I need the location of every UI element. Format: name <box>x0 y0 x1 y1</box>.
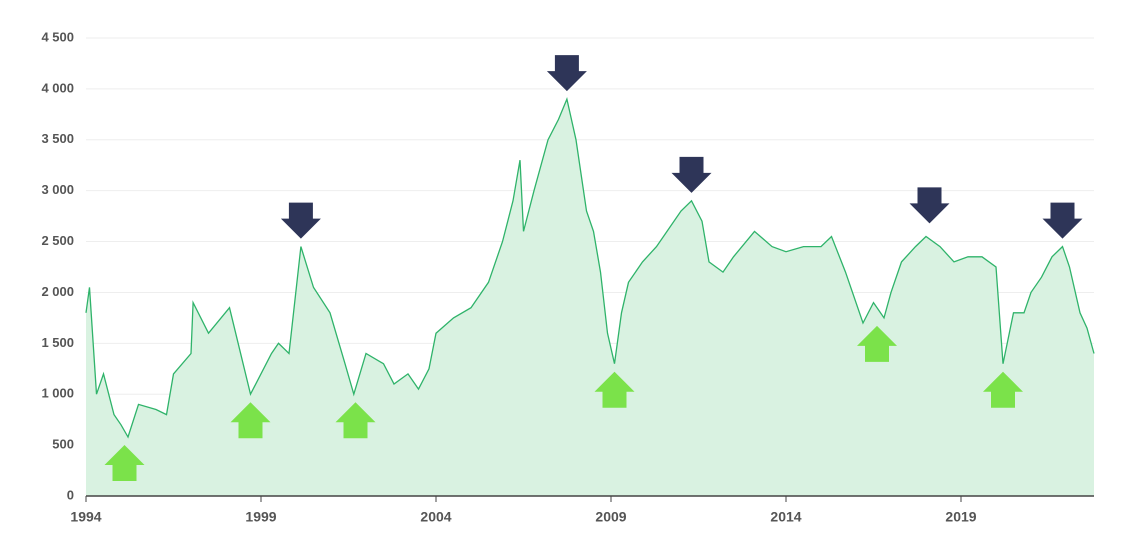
arrow-down <box>671 156 712 193</box>
y-tick-label: 1 500 <box>41 335 74 350</box>
y-tick-label: 4 000 <box>41 80 74 95</box>
arrow-up <box>857 325 897 362</box>
x-tick-label: 1994 <box>70 509 101 525</box>
arrow-down <box>909 187 950 224</box>
y-tick-label: 4 500 <box>41 29 74 44</box>
y-tick-label: 500 <box>52 437 74 452</box>
x-tick-label: 2004 <box>420 509 451 525</box>
x-tick-label: 2019 <box>945 509 976 525</box>
arrow-up <box>104 444 145 481</box>
arrow-down <box>1042 202 1083 239</box>
area <box>86 99 1094 496</box>
y-tick-label: 1 000 <box>41 386 74 401</box>
x-tick-label: 1999 <box>245 509 276 525</box>
y-tick-label: 2 000 <box>41 284 74 299</box>
arrow-up <box>983 371 1023 408</box>
arrow-up <box>335 402 376 439</box>
y-tick-label: 3 500 <box>41 131 74 146</box>
y-tick-label: 0 <box>67 487 74 502</box>
y-tick-label: 3 000 <box>41 182 74 197</box>
x-tick-label: 2009 <box>595 509 626 525</box>
arrow-down <box>546 55 587 92</box>
arrow-down <box>280 202 321 239</box>
arrow-up <box>230 402 271 439</box>
x-tick-label: 2014 <box>770 509 801 525</box>
arrow-up <box>594 371 635 408</box>
line <box>85 96 1095 439</box>
y-tick-label: 2 500 <box>41 233 74 248</box>
